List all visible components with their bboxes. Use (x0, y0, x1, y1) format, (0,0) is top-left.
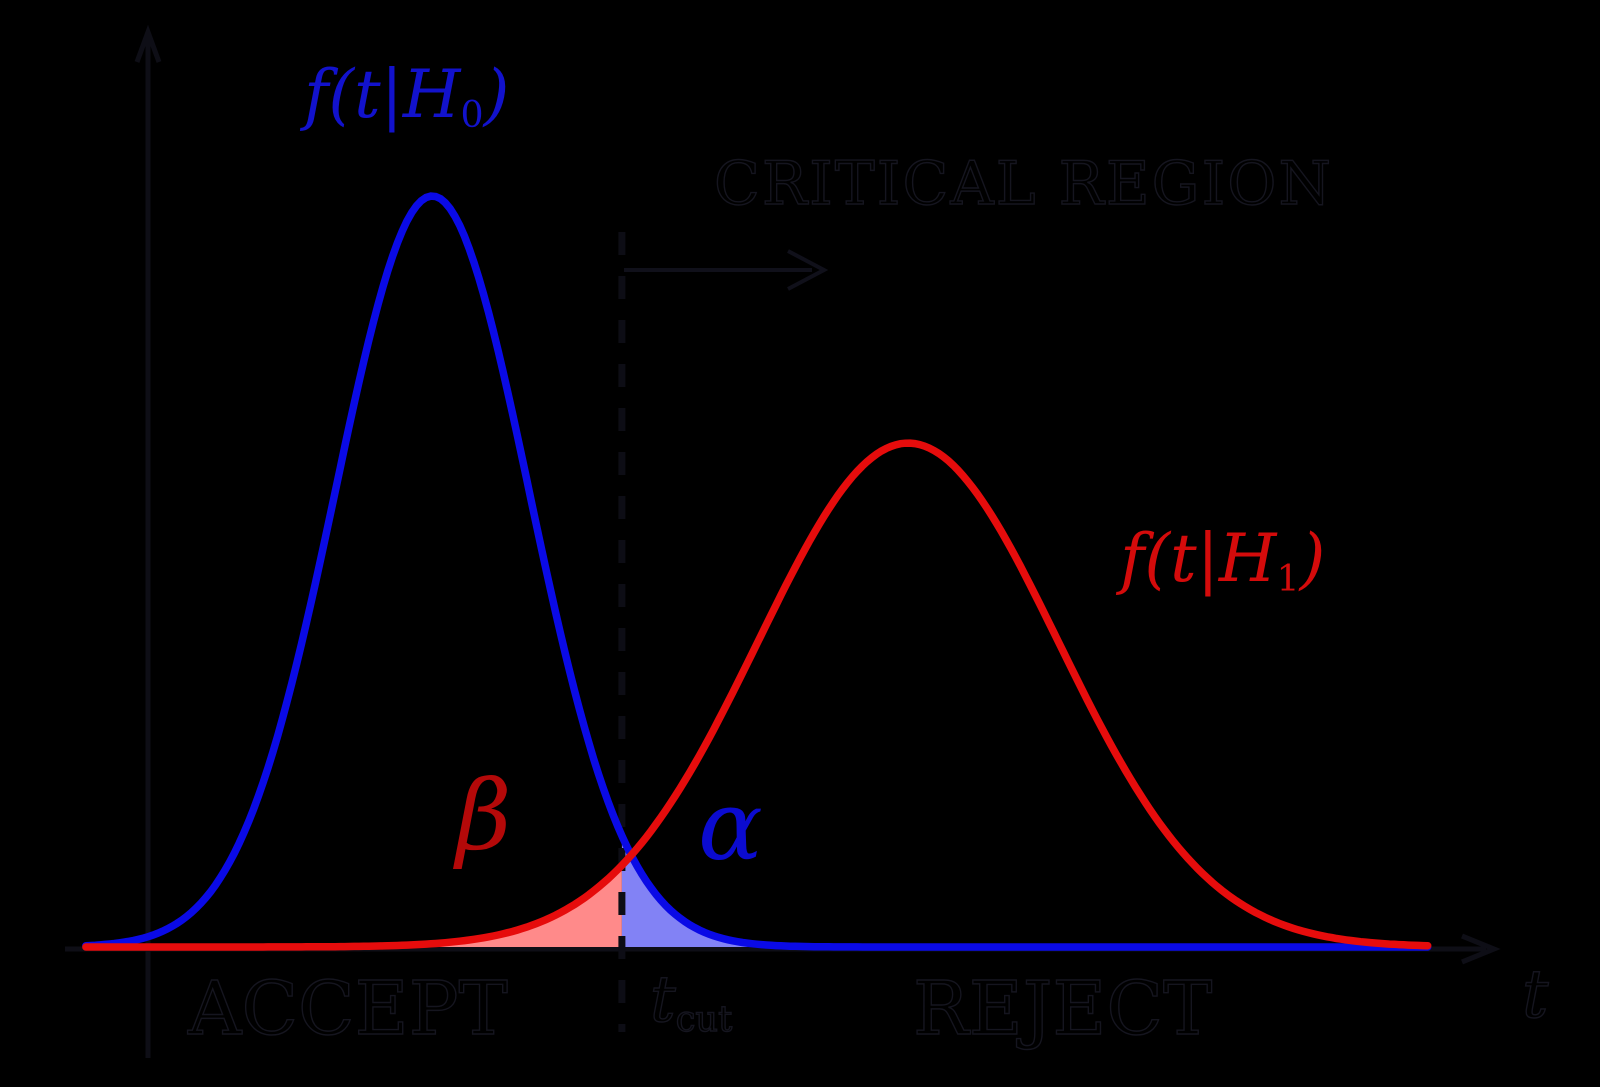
h1-pdf-curve (82, 439, 1432, 951)
label-f-h0-subscript: 0 (460, 93, 484, 137)
critical-region-arrow (624, 249, 829, 291)
y-axis (134, 24, 162, 1058)
label-critical-region: CRITICAL REGION (713, 149, 1333, 219)
label-beta: β (456, 760, 512, 872)
critical-region-arrowhead-icon (787, 249, 829, 291)
y-axis-arrowhead-icon (134, 24, 162, 63)
label-f-h0-close: ) (483, 56, 510, 133)
label-t-cut: tcut (649, 967, 733, 1037)
label-accept: ACCEPT (187, 966, 508, 1052)
label-t-cut-subscript: cut (675, 998, 733, 1040)
label-f-h0-main: f(t|H (304, 56, 461, 133)
beta-region-fill (85, 865, 622, 947)
label-f-h1-close: ) (1299, 520, 1326, 597)
label-f-h1-main: f(t|H (1120, 520, 1277, 597)
h0-pdf-curve (82, 192, 1432, 951)
x-axis-arrowhead-icon (1461, 933, 1501, 965)
label-reject: REJECT (912, 966, 1213, 1052)
label-t-cut-main: t (649, 963, 676, 1037)
label-t-axis: t (1521, 956, 1549, 1033)
label-alpha: α (698, 770, 763, 882)
alpha-region-fill (621, 835, 1428, 947)
label-f-h1: f(t|H1) (1120, 526, 1325, 597)
label-f-h1-subscript: 1 (1276, 557, 1300, 601)
label-f-h0: f(t|H0) (304, 62, 509, 133)
